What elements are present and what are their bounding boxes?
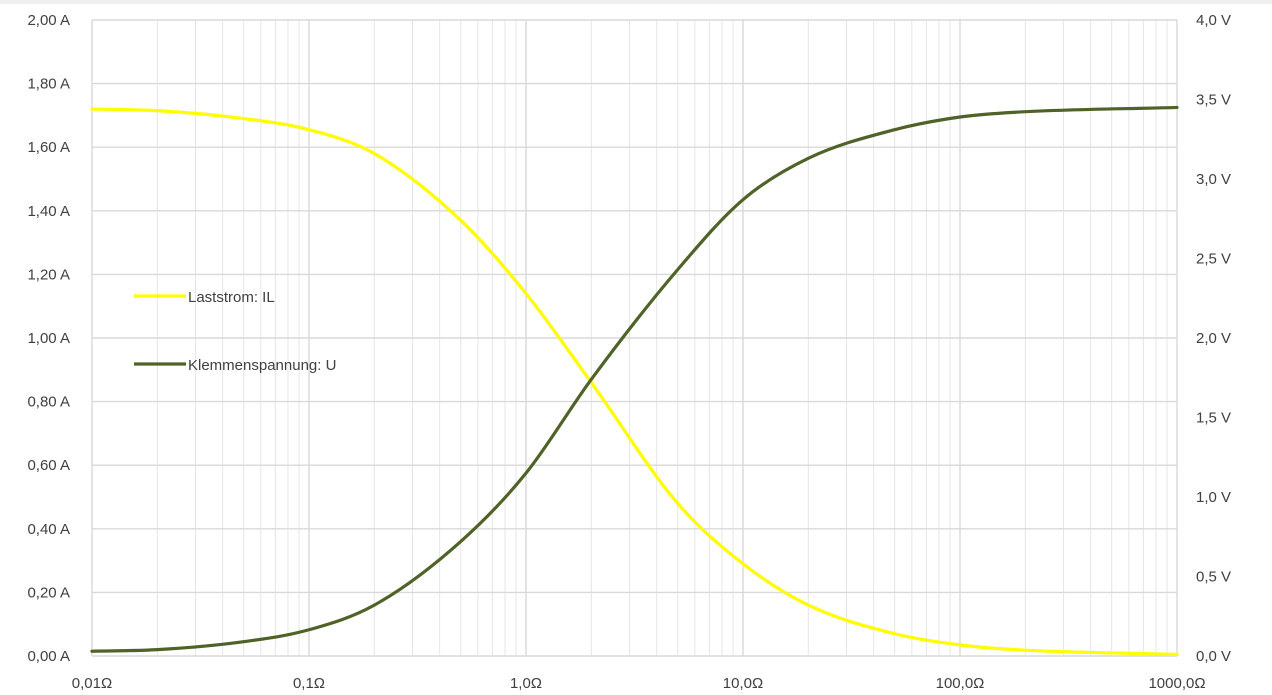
x-axis-tick-label: 0,01Ω (72, 675, 112, 692)
left-axis-tick-label: 1,20 A (27, 266, 70, 283)
x-axis-tick-label: 0,1Ω (293, 675, 325, 692)
left-axis-tick-label: 1,00 A (27, 330, 70, 347)
right-axis-tick-label: 1,0 V (1196, 489, 1231, 506)
x-axis-tick-label: 1000,0Ω (1148, 675, 1205, 692)
x-axis-tick-label: 1,0Ω (510, 675, 542, 692)
x-axis-tick-labels: 0,01Ω 0,1Ω 1,0Ω 10,0Ω 100,0Ω 1000,0Ω (72, 675, 1206, 692)
right-axis-tick-labels: 0,0 V 0,5 V 1,0 V 1,5 V 2,0 V 2,5 V 3,0 V 3,5 V… (1196, 12, 1231, 665)
legend: Laststrom: IL Klemmenspannung: U (134, 289, 336, 374)
major-gridlines (91, 19, 1178, 657)
left-axis-tick-label: 0,60 A (27, 457, 70, 474)
top-border (0, 0, 1272, 4)
right-axis-tick-label: 2,0 V (1196, 330, 1231, 347)
series-layer (90, 105, 1179, 657)
left-axis-tick-label: 0,80 A (27, 394, 70, 411)
left-axis-tick-label: 2,00 A (27, 12, 70, 29)
right-axis-tick-label: 0,0 V (1196, 648, 1231, 665)
left-axis-tick-label: 1,60 A (27, 139, 70, 156)
series-line-laststrom (90, 107, 1179, 657)
x-axis-tick-label: 100,0Ω (936, 675, 985, 692)
left-axis-tick-label: 0,20 A (27, 584, 70, 601)
x-axis-tick-label: 10,0Ω (723, 675, 763, 692)
left-axis-tick-label: 0,40 A (27, 521, 70, 538)
legend-label-laststrom: Laststrom: IL (188, 289, 275, 306)
right-axis-tick-label: 0,5 V (1196, 569, 1231, 586)
series-line-klemmenspannung (90, 105, 1179, 653)
right-axis-tick-label: 2,5 V (1196, 251, 1231, 268)
legend-label-klemmenspannung: Klemmenspannung: U (188, 357, 336, 374)
left-axis-tick-label: 1,40 A (27, 203, 70, 220)
left-axis-tick-label: 0,00 A (27, 648, 70, 665)
right-axis-tick-label: 1,5 V (1196, 410, 1231, 427)
right-axis-tick-label: 3,0 V (1196, 171, 1231, 188)
left-axis-tick-labels: 0,00 A 0,20 A 0,40 A 0,60 A 0,80 A 1,00 A 1,20… (27, 12, 70, 665)
right-axis-tick-label: 4,0 V (1196, 12, 1231, 29)
right-axis-tick-label: 3,5 V (1196, 92, 1231, 109)
left-axis-tick-label: 1,80 A (27, 76, 70, 93)
